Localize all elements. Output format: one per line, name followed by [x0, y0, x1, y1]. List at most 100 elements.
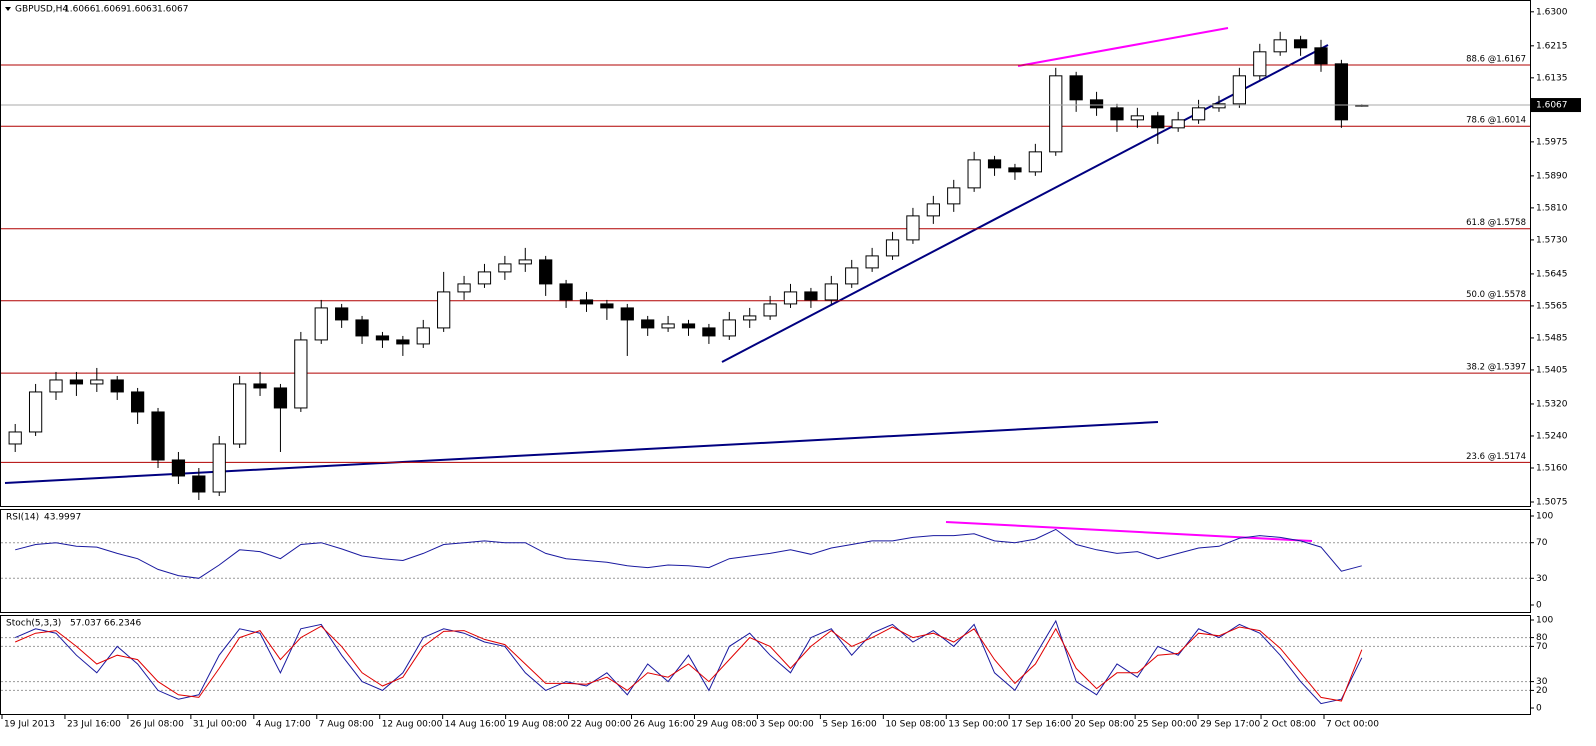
- candle-body: [314, 307, 328, 341]
- candle-body: [1089, 99, 1104, 109]
- divergence-line: [945, 521, 1313, 542]
- candle-body: [865, 255, 879, 269]
- candle-body: [1293, 39, 1308, 49]
- y-tick-label: 100: [1536, 512, 1553, 522]
- y-tick-label: 70: [1536, 538, 1548, 548]
- trendline: [721, 44, 1329, 363]
- candle-body: [906, 215, 920, 241]
- candle-body: [539, 259, 553, 285]
- candle-body: [743, 315, 757, 321]
- candle-body: [641, 319, 655, 329]
- candle-body: [498, 263, 512, 273]
- candle-body: [926, 203, 940, 217]
- candle-body: [1334, 63, 1349, 121]
- candle-body: [1130, 115, 1144, 121]
- candle-body: [335, 307, 349, 321]
- rsi-value: 43.9997: [44, 513, 81, 523]
- candle-body: [1212, 103, 1226, 109]
- y-tick-label: 1.5075: [1536, 497, 1568, 507]
- candle-body: [681, 323, 696, 329]
- candle-body: [253, 383, 267, 389]
- divergence-line: [1017, 27, 1229, 67]
- candle-body: [987, 159, 1002, 169]
- x-tick-label: 13 Sep 00:00: [948, 720, 1008, 730]
- open: 1.6066: [64, 5, 96, 15]
- candle-body: [355, 319, 369, 337]
- y-tick-label: 1.5240: [1536, 431, 1568, 441]
- x-tick-label: 22 Aug 00:00: [571, 720, 632, 730]
- candle-body: [763, 303, 777, 317]
- candle-body: [477, 271, 492, 285]
- candle-body: [1191, 107, 1206, 121]
- candle-body: [1028, 151, 1042, 173]
- x-tick-label: 10 Sep 08:00: [885, 720, 945, 730]
- y-tick-label: 80: [1536, 633, 1548, 643]
- menu-arrow: [5, 7, 11, 11]
- candle-body: [28, 391, 43, 433]
- x-tick-label: 7 Oct 00:00: [1326, 720, 1379, 730]
- candle-body: [273, 387, 288, 409]
- candle-body: [1151, 115, 1165, 129]
- candle-body: [416, 327, 430, 345]
- y-tick-label: 1.5730: [1536, 235, 1568, 245]
- bid-box: [1531, 98, 1581, 113]
- candle-body: [233, 383, 247, 445]
- y-tick-label: 0: [1536, 704, 1542, 714]
- y-tick-label: 1.5890: [1536, 171, 1568, 181]
- y-tick-label: 1.5645: [1536, 269, 1568, 279]
- candle-body: [1314, 47, 1328, 65]
- y-tick-label: 1.5485: [1536, 333, 1568, 343]
- rsi-panel: [0, 509, 1531, 613]
- candle-body: [192, 475, 206, 493]
- y-tick-label: 1.5405: [1536, 365, 1568, 375]
- y-tick-label: 1.6300: [1536, 7, 1568, 17]
- y-tick-label: 0: [1536, 601, 1542, 611]
- x-tick-label: 26 Aug 16:00: [634, 720, 695, 730]
- fib-label: 78.6 @1.6014: [1466, 116, 1526, 126]
- x-tick-label: 7 Aug 08:00: [319, 720, 374, 730]
- candle-body: [1008, 167, 1022, 173]
- candle-body: [375, 335, 390, 341]
- fib-label: 38.2 @1.5397: [1466, 363, 1526, 373]
- candle-body: [600, 303, 614, 309]
- y-tick-label: 1.5810: [1536, 203, 1568, 213]
- close: 1.6067: [157, 5, 189, 15]
- candle-body: [1069, 75, 1083, 101]
- x-tick-label: 19 Aug 08:00: [508, 720, 569, 730]
- rsi-line: [15, 528, 1362, 579]
- y-tick-label: 1.6215: [1536, 41, 1568, 51]
- candle-body: [212, 443, 226, 493]
- candle-body: [559, 283, 573, 301]
- x-tick-label: 2 Oct 08:00: [1263, 720, 1316, 730]
- stoch-signal: 66.2346: [104, 619, 141, 629]
- candle-body: [1273, 39, 1287, 53]
- candle-body: [702, 327, 716, 337]
- fib-label: 50.0 @1.5578: [1466, 290, 1526, 300]
- x-tick-label: 26 Jul 08:00: [130, 720, 184, 730]
- fib-label: 23.6 @1.5174: [1466, 452, 1526, 462]
- x-tick-label: 12 Aug 00:00: [382, 720, 443, 730]
- y-tick-label: 1.5320: [1536, 399, 1568, 409]
- x-tick-label: 14 Aug 16:00: [445, 720, 506, 730]
- low: 1.6063: [126, 5, 158, 15]
- price-panel: [0, 0, 1531, 507]
- candle-body: [49, 379, 63, 393]
- candle-body: [1110, 107, 1124, 121]
- candle-body: [294, 339, 308, 409]
- y-tick-label: 1.5160: [1536, 463, 1568, 473]
- candle-body: [1171, 119, 1185, 129]
- x-tick-label: 3 Sep 00:00: [759, 720, 814, 730]
- y-tick-label: 30: [1536, 677, 1548, 687]
- candle-body: [804, 291, 818, 301]
- candle-body: [885, 239, 900, 257]
- candle-body: [437, 291, 451, 329]
- candle-body: [845, 267, 859, 285]
- x-tick-label: 5 Sep 16:00: [822, 720, 877, 730]
- y-tick-label: 20: [1536, 686, 1548, 696]
- candle-body: [171, 459, 186, 477]
- x-tick-label: 19 Jul 2013: [4, 720, 55, 730]
- x-tick-label: 17 Sep 16:00: [1011, 720, 1071, 730]
- candle-body: [396, 339, 410, 345]
- y-tick-label: 1.5565: [1536, 301, 1568, 311]
